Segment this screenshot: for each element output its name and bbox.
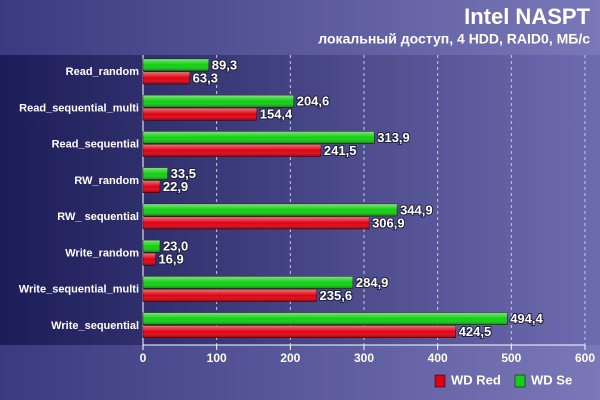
bar-shine	[143, 289, 317, 302]
value-label: 344,9	[400, 202, 433, 217]
bar-shine	[143, 180, 160, 193]
y-tick-label: RW_ sequential	[57, 211, 139, 223]
x-tick-label: 600	[575, 351, 595, 365]
value-label: 204,6	[297, 94, 330, 109]
bar-shine	[143, 240, 160, 253]
bar-shine	[143, 325, 456, 338]
legend-label: WD Se	[531, 372, 572, 387]
chart-subtitle: локальный доступ, 4 HDD, RAID0, МБ/с	[318, 31, 590, 47]
value-label: 284,9	[356, 275, 389, 290]
y-tick-label: Write_sequential	[51, 320, 139, 332]
chart-title: Intel NASPT	[464, 4, 590, 29]
x-tick-label: 500	[501, 351, 521, 365]
value-label: 154,4	[260, 107, 293, 122]
bar-shine	[143, 204, 398, 216]
bar-shine	[143, 167, 168, 180]
bar-shine	[143, 59, 209, 71]
value-label: 306,9	[372, 215, 405, 230]
y-tick-label: Write_sequential_multi	[19, 284, 139, 296]
value-label: 494,4	[510, 311, 543, 326]
x-tick-label: 100	[207, 351, 227, 365]
x-tick-label: 300	[354, 351, 374, 365]
legend-swatch	[434, 374, 446, 388]
bar-shine	[143, 144, 321, 157]
x-tick-label: 200	[280, 351, 300, 365]
bar-shine	[143, 131, 375, 144]
x-tick-label: 400	[428, 351, 448, 365]
y-tick-label: Read_random	[66, 66, 140, 78]
bar-shine	[143, 253, 156, 266]
value-label: 241,5	[324, 143, 357, 158]
y-tick-label: RW_random	[74, 175, 139, 187]
value-label: 23,0	[163, 239, 188, 254]
y-tick-label: Write_random	[65, 247, 139, 259]
legend-swatch	[514, 374, 526, 388]
bar-shine	[143, 72, 190, 84]
bar-shine	[143, 95, 294, 108]
bar-shine	[143, 108, 257, 121]
legend-label: WD Red	[451, 372, 501, 387]
value-label: 313,9	[377, 130, 410, 145]
x-tick-label: 0	[140, 351, 147, 365]
bar-shine	[143, 312, 508, 325]
bar-shine	[143, 276, 353, 289]
bar-shine	[143, 217, 370, 229]
y-tick-label: Read_sequential_multi	[19, 102, 139, 114]
value-label: 63,3	[193, 70, 218, 85]
value-label: 424,5	[459, 324, 492, 339]
value-label: 89,3	[212, 57, 237, 72]
value-label: 22,9	[163, 179, 188, 194]
value-label: 33,5	[171, 166, 196, 181]
y-tick-label: Read_sequential	[52, 139, 139, 151]
value-label: 16,9	[158, 252, 183, 267]
value-label: 235,6	[320, 288, 353, 303]
